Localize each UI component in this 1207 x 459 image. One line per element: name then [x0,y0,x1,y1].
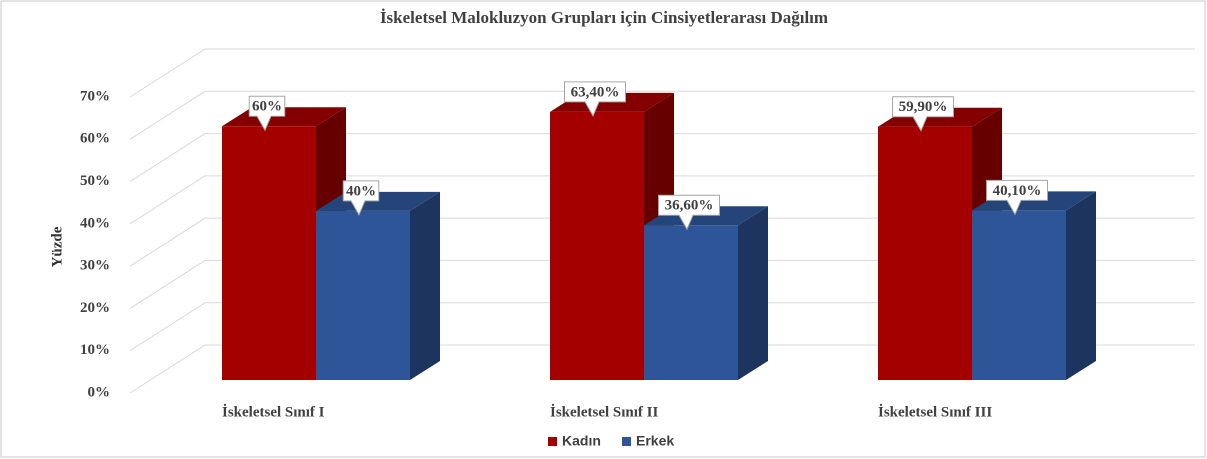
bar [644,206,768,380]
data-label: 40% [346,183,376,199]
x-tick-label: İskeletsel Sınıf I [222,403,325,420]
grid-line [129,344,1195,394]
y-tick-label: 10% [80,342,110,358]
grid-line [129,259,1195,309]
bar-side [1066,191,1096,380]
legend-swatch [548,437,557,446]
data-label-box [342,180,380,216]
x-tick-label: İskeletsel Sınıf III [878,403,992,420]
bar-front [878,126,972,380]
data-label: 63,40% [571,84,620,100]
data-label: 40,10% [993,183,1042,199]
chart-title: İskeletsel Malokluzyon Grupları için Cin… [380,8,828,27]
grid-line [129,302,1195,352]
data-label-box [986,179,1048,216]
grid-line [129,133,1195,182]
y-tick-label: 20% [80,300,110,316]
bar-front [550,111,644,380]
grid-line [129,175,1195,225]
bar-side [738,206,768,380]
y-tick-label: 30% [80,258,110,274]
bar [316,191,440,380]
bar-front [222,126,316,381]
grid-line [129,90,1195,140]
y-tick-label: 40% [80,215,110,231]
bar-side [410,191,440,380]
data-label-box [564,81,626,118]
y-tick-label: 70% [80,88,110,104]
data-label: 36,60% [665,198,714,214]
y-axis-label: Yüzde [49,226,65,267]
data-label-box [658,194,720,231]
y-tick-label: 60% [80,131,110,147]
bar-front [972,210,1066,380]
data-label-box [248,95,286,132]
y-tick-label: 50% [80,173,110,189]
legend-swatch [622,437,631,446]
data-label: 60% [252,99,282,115]
bar-front [316,210,410,380]
legend-label: Kadın [562,433,601,449]
legend-label: Erkek [636,433,674,449]
grid-line [129,48,1195,98]
bar-front [644,225,738,380]
data-label-box [892,96,954,132]
y-tick-label: 0% [88,384,111,400]
data-label: 59,90% [899,99,948,115]
grid-line [129,217,1195,267]
bar [972,191,1096,380]
x-tick-label: İskeletsel Sınıf II [550,403,659,420]
